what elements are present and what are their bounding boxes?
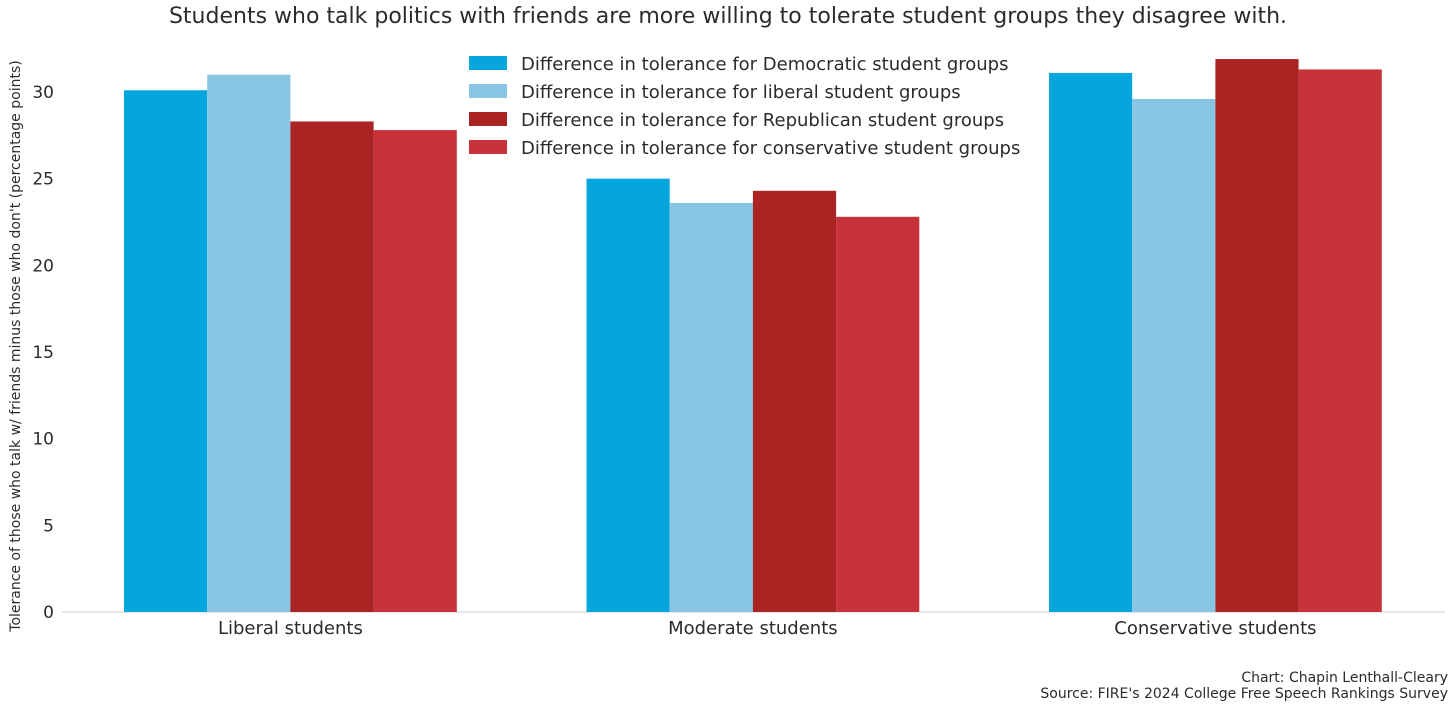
category-labels: Liberal students Moderate students Conserv… xyxy=(218,618,1317,639)
y-axis-label: Tolerance of those who talk w/ friends m… xyxy=(8,60,24,632)
y-tick-label: 5 xyxy=(43,516,54,536)
y-axis-ticks: 0 5 10 15 20 25 30 xyxy=(32,83,54,623)
bar xyxy=(1215,59,1299,613)
bar xyxy=(290,121,374,612)
chart-title: Students who talk politics with friends … xyxy=(168,4,1288,29)
bar xyxy=(1049,72,1133,612)
bar xyxy=(836,216,920,613)
y-axis-label-group: Tolerance of those who talk w/ friends m… xyxy=(8,60,24,632)
y-tick-label: 0 xyxy=(43,603,54,623)
legend-swatch xyxy=(469,56,507,70)
legend-label: Difference in tolerance for Democratic s… xyxy=(521,54,1008,75)
legend-swatch xyxy=(469,84,507,98)
legend-label: Difference in tolerance for conservative… xyxy=(521,138,1020,159)
credits: Chart: Chapin Lenthall-Cleary Source: FI… xyxy=(1040,670,1448,702)
bar xyxy=(586,178,670,612)
category-label: Moderate students xyxy=(668,618,838,639)
legend-label: Difference in tolerance for liberal stud… xyxy=(521,82,961,103)
y-tick-label: 30 xyxy=(32,83,54,103)
bar xyxy=(669,202,753,612)
bar xyxy=(373,130,457,612)
category-label: Conservative students xyxy=(1114,618,1316,639)
y-tick-label: 10 xyxy=(32,430,54,450)
bar xyxy=(1298,69,1382,612)
legend-label: Difference in tolerance for Republican s… xyxy=(521,110,1004,131)
y-tick-label: 15 xyxy=(32,343,54,363)
chart-author: Chart: Chapin Lenthall-Cleary xyxy=(1241,670,1448,686)
category-label: Liberal students xyxy=(218,618,363,639)
bar xyxy=(207,74,291,612)
chart-source: Source: FIRE's 2024 College Free Speech … xyxy=(1040,686,1448,702)
y-tick-label: 25 xyxy=(32,170,54,190)
bar xyxy=(124,90,208,613)
y-tick-label: 20 xyxy=(32,256,54,276)
legend-swatch xyxy=(469,112,507,126)
bar xyxy=(1132,98,1216,612)
legend-swatch xyxy=(469,140,507,154)
legend: Difference in tolerance for Democratic s… xyxy=(469,54,1020,159)
bar xyxy=(752,190,837,613)
bars xyxy=(124,59,1382,613)
